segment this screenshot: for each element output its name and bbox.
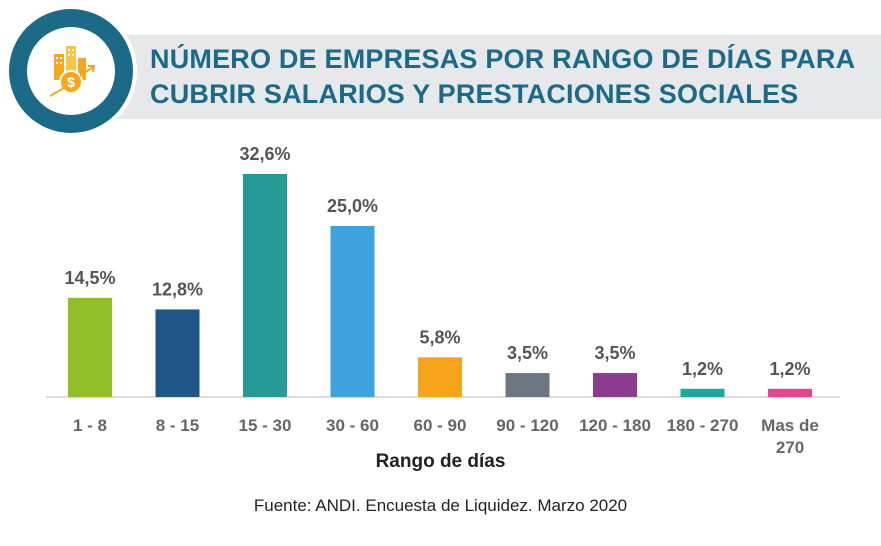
value-label-9: 1,2% — [769, 359, 810, 379]
category-label-2: 8 - 15 — [156, 416, 199, 435]
title-line-2: CUBRIR SALARIOS Y PRESTACIONES SOCIALES — [150, 79, 799, 109]
value-label-6: 3,5% — [507, 343, 548, 363]
svg-text:$: $ — [67, 74, 75, 90]
chart-title: NÚMERO DE EMPRESAS POR RANGO DE DÍAS PAR… — [150, 42, 875, 112]
category-label-6: 90 - 120 — [496, 416, 558, 435]
category-label-5: 60 - 90 — [414, 416, 467, 435]
category-label-4: 30 - 60 — [326, 416, 379, 435]
category-label-7: 120 - 180 — [579, 416, 651, 435]
source-note: Fuente: ANDI. Encuesta de Liquidez. Marz… — [253, 496, 628, 515]
bar-8 — [680, 388, 725, 397]
bar-9 — [768, 388, 812, 397]
building-money-growth-icon: $ — [49, 46, 96, 97]
value-label-4: 25,0% — [327, 196, 378, 216]
bar-4 — [330, 225, 375, 397]
bar-3 — [243, 174, 287, 397]
value-label-1: 14,5% — [64, 268, 115, 288]
category-label-8: 180 - 270 — [667, 416, 739, 435]
bar-7 — [593, 373, 637, 397]
bar-2 — [155, 309, 200, 397]
title-banner — [70, 35, 881, 119]
value-label-8: 1,2% — [682, 359, 723, 379]
category-label-3: 15 - 30 — [239, 416, 292, 435]
value-label-2: 12,8% — [152, 279, 203, 299]
bar-1 — [68, 297, 112, 397]
value-label-3: 32,6% — [239, 144, 290, 164]
x-axis-title: Rango de días — [375, 451, 506, 472]
logo-badge: $ — [4, 4, 138, 138]
category-label-9: Mas de 270 — [761, 416, 819, 457]
bar-6 — [505, 373, 550, 397]
category-label-1: 1 - 8 — [73, 416, 107, 435]
bar-5 — [418, 357, 462, 397]
value-label-7: 3,5% — [594, 343, 635, 363]
value-label-5: 5,8% — [419, 327, 460, 347]
title-line-1: NÚMERO DE EMPRESAS POR RANGO DE DÍAS PAR… — [150, 44, 856, 74]
